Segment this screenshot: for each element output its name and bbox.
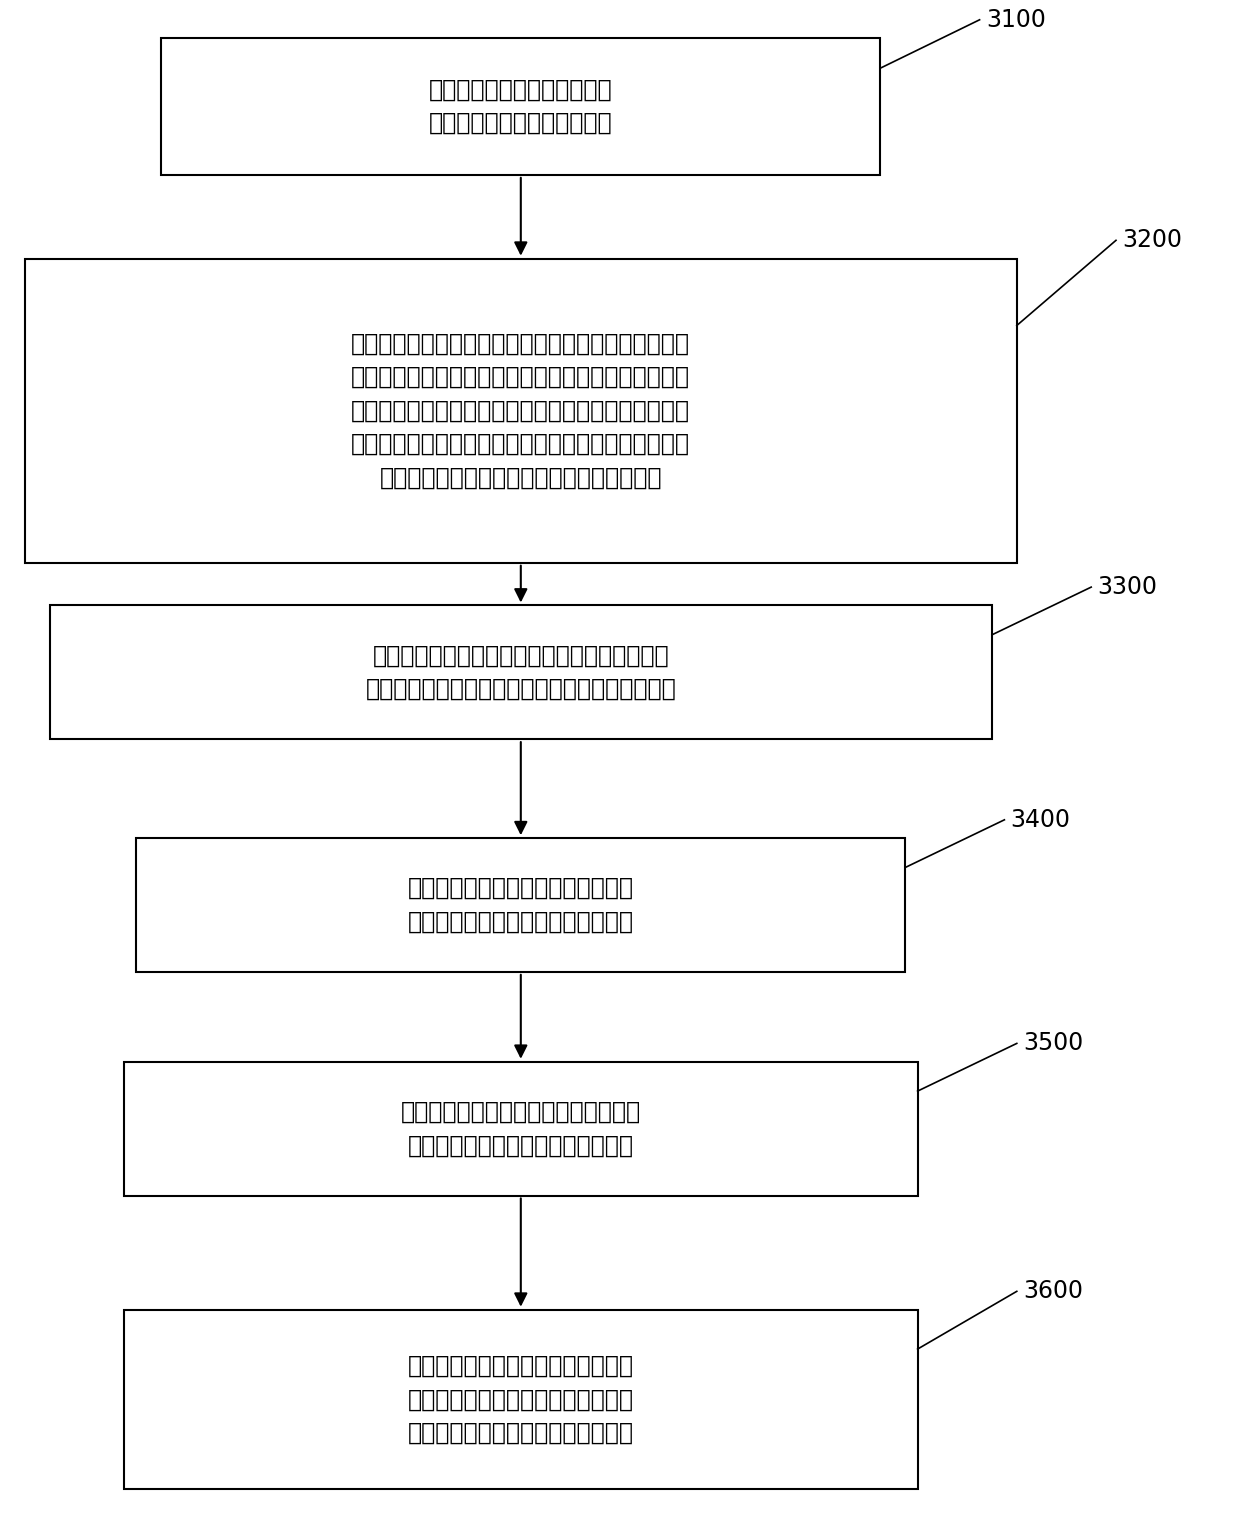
Text: 根据客户运动轨迹信息以形成分别形
成客户进出数据信息，并将客户进出
数据信息存储至客流量分析数据库中: 根据客户运动轨迹信息以形成分别形 成客户进出数据信息，并将客户进出 数据信息存储…: [408, 1354, 634, 1445]
Text: 根据镜像图像数据信息以及未镜像图像数据信息
进行分帧处理以形成按照时间顺序的分帧图像信息: 根据镜像图像数据信息以及未镜像图像数据信息 进行分帧处理以形成按照时间顺序的分帧…: [366, 643, 676, 701]
FancyBboxPatch shape: [136, 838, 905, 972]
FancyBboxPatch shape: [124, 1062, 918, 1196]
Text: 根据连续若干帧的分帧图像信息中的头
部图像信息以获取客户运动轨迹信息: 根据连续若干帧的分帧图像信息中的头 部图像信息以获取客户运动轨迹信息: [401, 1100, 641, 1157]
Text: 3200: 3200: [1122, 228, 1182, 252]
FancyBboxPatch shape: [161, 38, 880, 175]
Text: 实时获取进门区域图像数据信
息以及出门区域图像数据信息: 实时获取进门区域图像数据信 息以及出门区域图像数据信息: [429, 78, 613, 135]
Text: 3400: 3400: [1011, 808, 1070, 832]
Text: 经过光线反射装置完成反射之后所形成的图像数据为进
门区域图像数据信息或出门区域图像数据信息；将经过
光线反射装置完成反射之后所形成的图像数据进行镜像
处理后形成: 经过光线反射装置完成反射之后所形成的图像数据为进 门区域图像数据信息或出门区域图…: [351, 332, 691, 490]
FancyBboxPatch shape: [50, 605, 992, 739]
Text: 在分帧图像信息中，根据所预设的人
头检测模型信息以形成头部图像信息: 在分帧图像信息中，根据所预设的人 头检测模型信息以形成头部图像信息: [408, 876, 634, 934]
Text: 3300: 3300: [1097, 575, 1157, 599]
FancyBboxPatch shape: [124, 1310, 918, 1489]
Text: 3100: 3100: [986, 8, 1045, 32]
Text: 3600: 3600: [1023, 1279, 1083, 1303]
Text: 3500: 3500: [1023, 1031, 1084, 1056]
FancyBboxPatch shape: [25, 259, 1017, 563]
